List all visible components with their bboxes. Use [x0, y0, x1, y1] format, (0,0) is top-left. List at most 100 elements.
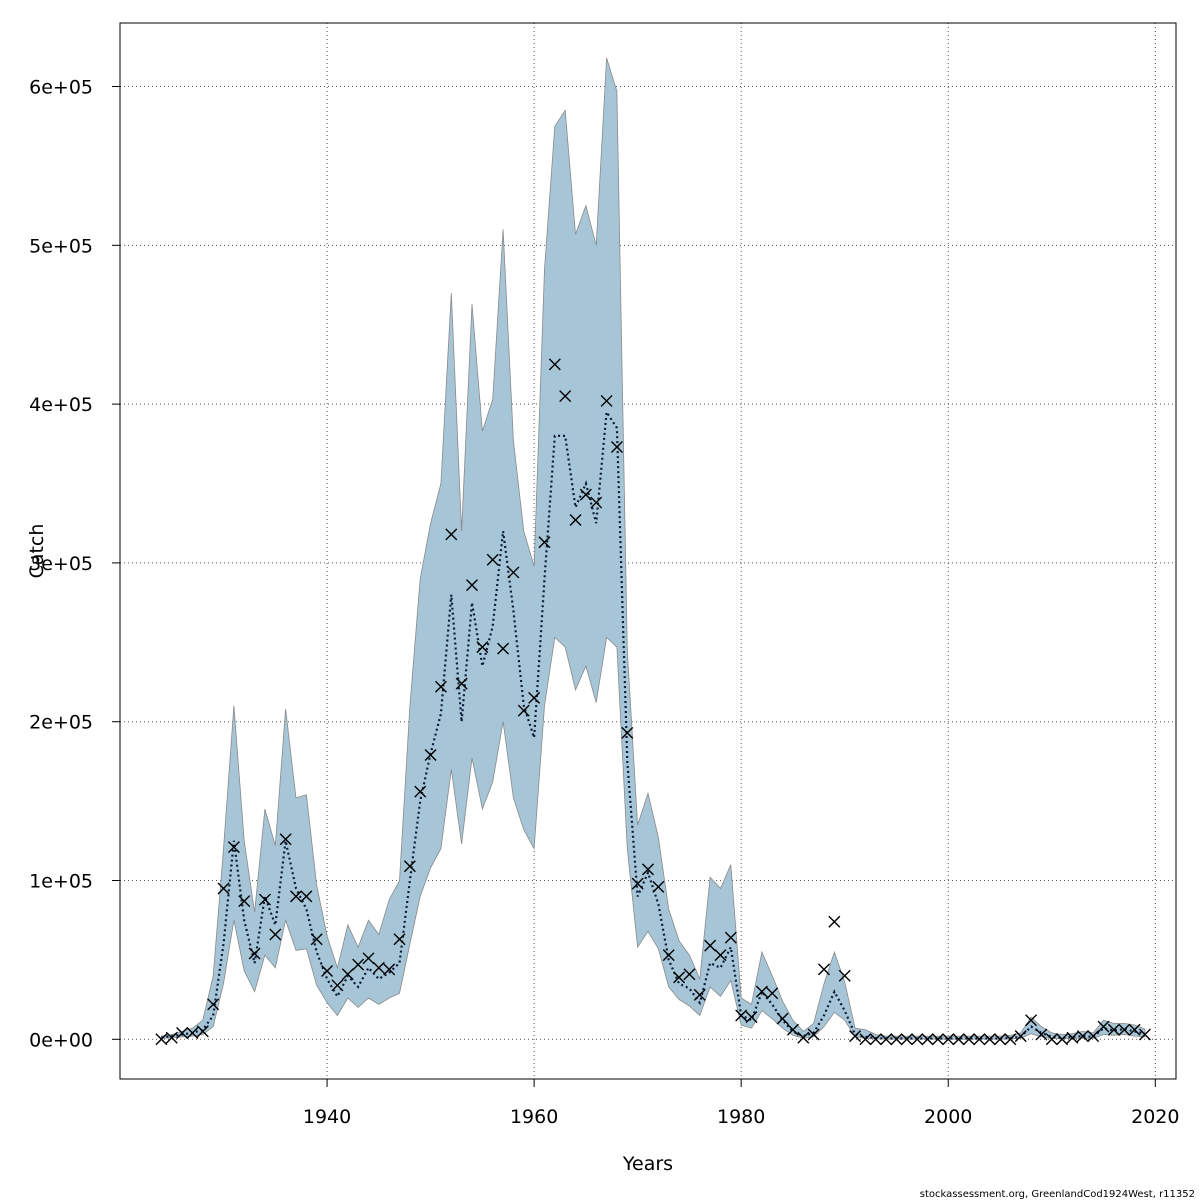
observed-point — [724, 931, 737, 944]
observed-point — [652, 880, 665, 893]
observed-point — [196, 1025, 209, 1038]
observed-point — [818, 963, 830, 976]
observed-point — [921, 1033, 934, 1046]
y-tick-label: 0e+00 — [29, 1029, 93, 1051]
observed-point — [704, 939, 717, 952]
observed-point — [766, 987, 779, 1000]
y-tick-label: 4e+05 — [29, 394, 93, 416]
observed-point — [403, 860, 416, 873]
observed-point — [662, 949, 675, 962]
observed-point — [807, 1028, 820, 1041]
observed-point — [786, 1023, 799, 1036]
y-tick-label: 6e+05 — [29, 77, 93, 99]
observed-point — [1004, 1033, 1017, 1046]
observed-point — [1087, 1030, 1100, 1043]
observed-point — [217, 882, 230, 895]
observed-point — [362, 952, 375, 965]
observed-point — [755, 985, 768, 998]
x-tick-label: 1980 — [717, 1106, 765, 1128]
observed-point — [300, 890, 313, 903]
observed-point — [528, 691, 541, 704]
observed-point — [248, 947, 261, 960]
observed-point — [383, 963, 396, 976]
observed-point — [569, 514, 582, 527]
observed-point — [942, 1033, 955, 1046]
y-tick-label: 5e+05 — [29, 235, 93, 257]
observed-point — [559, 390, 572, 403]
observed-point — [290, 890, 302, 903]
observed-point — [900, 1033, 913, 1046]
observed-point — [548, 358, 561, 371]
observed-point — [1025, 1014, 1038, 1027]
observed-point — [258, 893, 271, 906]
observed-point — [538, 536, 551, 549]
observed-point — [331, 979, 344, 992]
observed-point — [1097, 1020, 1110, 1033]
observed-point — [1045, 1033, 1058, 1046]
observed-point — [983, 1033, 996, 1046]
observed-point — [227, 841, 240, 854]
observed-point — [155, 1033, 168, 1046]
grid-layer — [120, 23, 1176, 1079]
observed-point — [1076, 1030, 1089, 1043]
observed-point — [1107, 1023, 1120, 1036]
observed-point — [1138, 1028, 1151, 1041]
footer-source-text: stockassessment.org, GreenlandCod1924Wes… — [920, 1189, 1195, 1200]
observed-point — [352, 958, 365, 971]
observed-point — [434, 680, 447, 693]
observed-point — [238, 895, 251, 908]
observed-point — [165, 1031, 178, 1044]
observed-point — [372, 961, 385, 974]
observed-point — [1014, 1030, 1027, 1043]
observed-point — [310, 933, 323, 946]
y-axis-title: Catch — [26, 524, 48, 579]
x-tick-label: 1940 — [303, 1106, 351, 1128]
observed-point — [269, 928, 282, 941]
observed-point — [745, 1011, 758, 1024]
observed-point — [838, 969, 851, 982]
y-tick-label: 1e+05 — [29, 871, 93, 893]
observed-point — [466, 579, 478, 592]
observed-point — [1066, 1031, 1079, 1044]
observed-point — [1035, 1028, 1048, 1041]
observed-point — [279, 833, 292, 846]
observed-point — [962, 1033, 975, 1046]
observed-point — [590, 496, 603, 509]
observed-point — [890, 1033, 903, 1046]
observed-point — [393, 933, 406, 946]
observed-point — [973, 1033, 986, 1046]
observed-point — [321, 965, 334, 978]
x-tick-label: 2000 — [924, 1106, 972, 1128]
confidence-band — [161, 57, 1146, 1040]
observed-point — [859, 1033, 872, 1046]
observed-point — [621, 726, 634, 739]
confidence-band-layer — [161, 57, 1146, 1040]
observed-point — [414, 785, 427, 798]
observed-point — [631, 877, 644, 890]
observed-point — [880, 1033, 893, 1046]
observed-point — [673, 971, 686, 984]
observed-point — [714, 949, 727, 962]
observed-point — [476, 641, 489, 654]
x-axis-title: Years — [622, 1153, 673, 1175]
observed-point — [176, 1026, 189, 1039]
observed-point — [994, 1033, 1006, 1046]
observed-point — [486, 553, 499, 566]
observed-points-layer — [155, 358, 1151, 1046]
observed-point — [455, 677, 468, 690]
observed-point — [797, 1031, 810, 1044]
observed-point — [600, 394, 613, 407]
observed-point — [497, 642, 510, 655]
observed-point — [507, 566, 520, 579]
observed-point — [424, 749, 437, 762]
observed-point — [579, 488, 592, 501]
observed-point — [869, 1033, 882, 1046]
observed-point — [341, 968, 354, 981]
observed-point — [911, 1033, 924, 1046]
observed-point — [207, 998, 220, 1011]
observed-point — [693, 988, 706, 1001]
observed-point — [517, 704, 530, 717]
observed-point — [445, 528, 458, 541]
observed-point — [776, 1012, 789, 1025]
